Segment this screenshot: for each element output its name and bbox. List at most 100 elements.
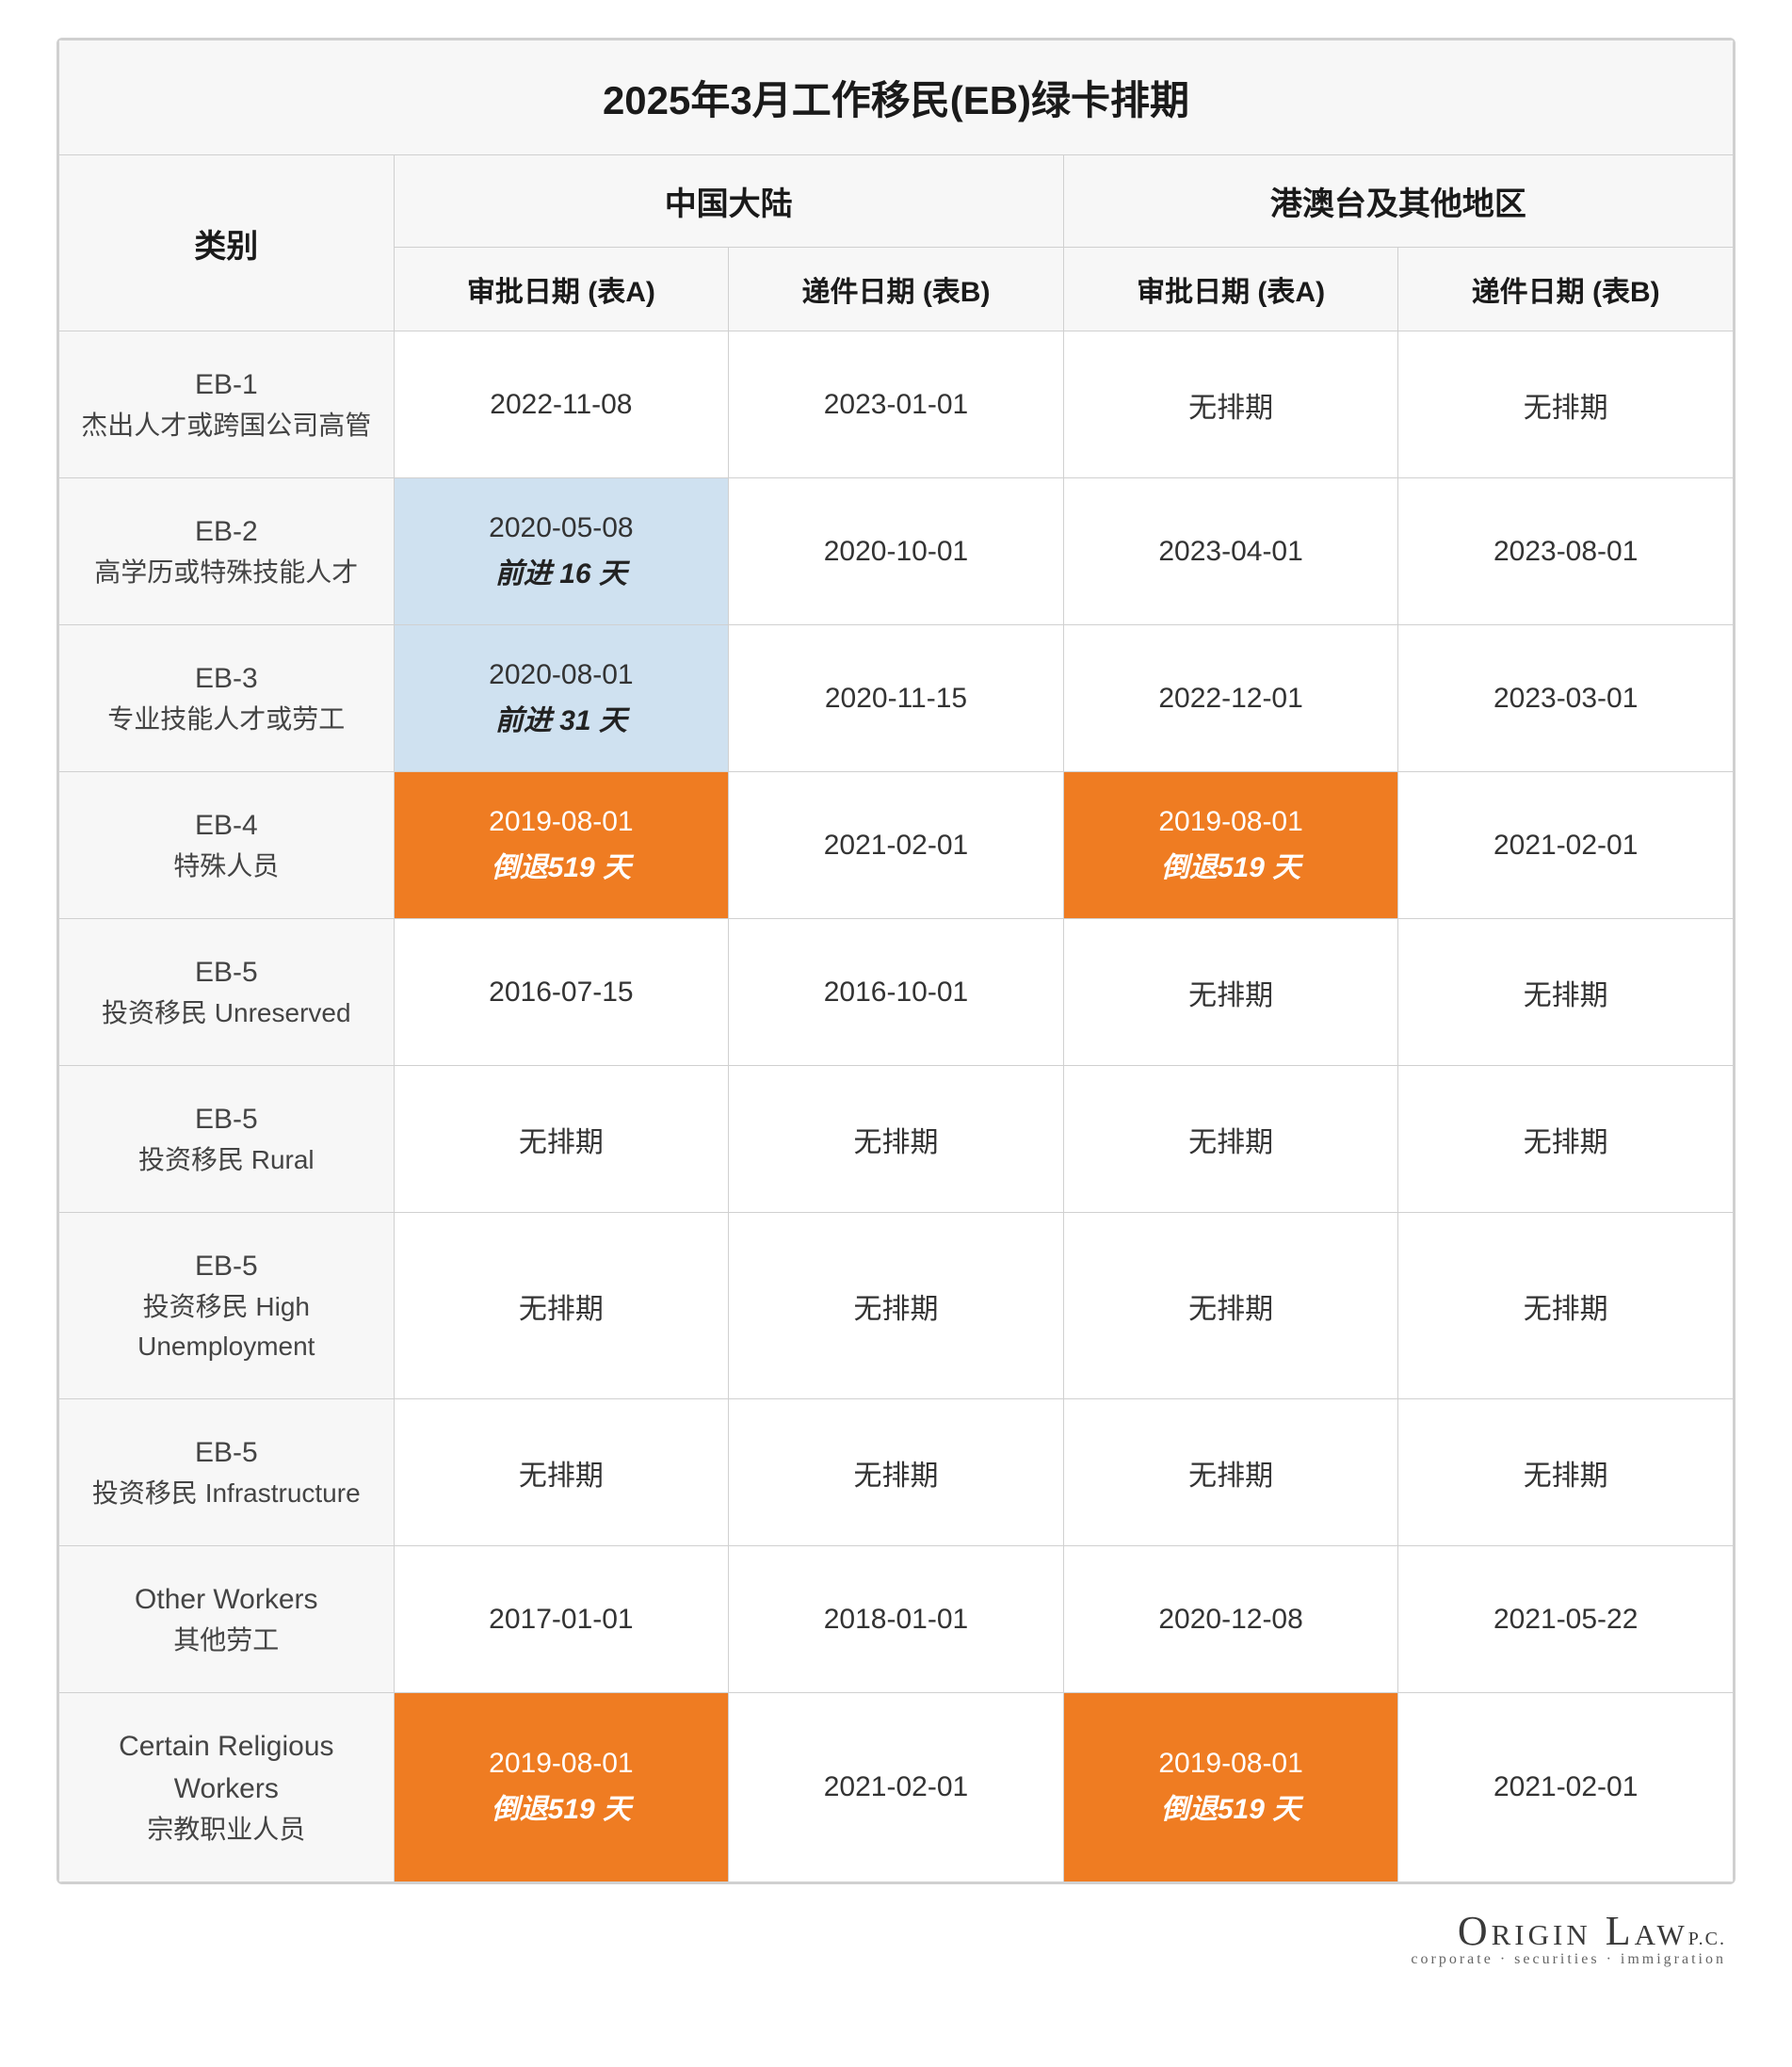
cell-date: 2018-01-01: [738, 1604, 1054, 1636]
data-cell-ot-a: 2023-04-01: [1063, 478, 1398, 625]
cell-date: 2016-10-01: [738, 977, 1054, 1009]
cell-date: 2022-12-01: [1074, 683, 1389, 715]
category-code: EB-5: [69, 1098, 384, 1140]
cell-date: 2021-02-01: [1408, 830, 1723, 862]
data-cell-ot-a: 无排期: [1063, 331, 1398, 478]
data-cell-ot-a: 2019-08-01 倒退519 天: [1063, 772, 1398, 919]
cell-delta: 倒退519 天: [404, 1785, 719, 1827]
data-cell-ot-b: 2023-08-01: [1398, 478, 1734, 625]
data-cell-cn-a: 无排期: [394, 1399, 729, 1546]
data-cell-ot-a: 无排期: [1063, 919, 1398, 1066]
data-cell-cn-a: 2022-11-08: [394, 331, 729, 478]
data-cell-cn-a: 2017-01-01: [394, 1546, 729, 1693]
cell-delta: 倒退519 天: [1074, 844, 1389, 885]
table-row: EB-5投资移民 Unreserved2016-07-152016-10-01无…: [59, 919, 1734, 1066]
cell-date: 无排期: [1408, 384, 1723, 426]
cell-date: 无排期: [1074, 1452, 1389, 1494]
cell-delta: 前进 16 天: [404, 550, 719, 591]
cell-date: 2021-02-01: [1408, 1771, 1723, 1803]
data-cell-cn-a: 无排期: [394, 1213, 729, 1399]
data-cell-cn-b: 2020-11-15: [729, 625, 1064, 772]
category-code: EB-3: [69, 657, 384, 700]
data-cell-ot-b: 无排期: [1398, 1399, 1734, 1546]
category-cell: EB-1杰出人才或跨国公司高管: [59, 331, 395, 478]
cell-date: 无排期: [404, 1285, 719, 1327]
cell-date: 2019-08-01: [1074, 806, 1389, 838]
col-header-region-cn: 中国大陆: [394, 155, 1063, 248]
cell-date: 2019-08-01: [404, 806, 719, 838]
category-desc: 投资移民 Infrastructure: [69, 1474, 384, 1513]
col-header-cn-table-b: 递件日期 (表B): [729, 248, 1064, 331]
cell-date: 2020-12-08: [1074, 1604, 1389, 1636]
category-cell: Certain Religious Workers宗教职业人员: [59, 1693, 395, 1882]
cell-date: 无排期: [1408, 1119, 1723, 1160]
cell-date: 2019-08-01: [1074, 1748, 1389, 1780]
data-cell-ot-a: 2020-12-08: [1063, 1546, 1398, 1693]
data-cell-cn-b: 2023-01-01: [729, 331, 1064, 478]
data-cell-ot-b: 2021-02-01: [1398, 772, 1734, 919]
category-cell: EB-4特殊人员: [59, 772, 395, 919]
table-row: EB-4特殊人员2019-08-01倒退519 天2021-02-012019-…: [59, 772, 1734, 919]
cell-date: 无排期: [1408, 972, 1723, 1013]
cell-date: 无排期: [1408, 1285, 1723, 1327]
cell-date: 2020-10-01: [738, 536, 1054, 568]
cell-date: 2023-01-01: [738, 389, 1054, 421]
cell-delta: 倒退519 天: [1074, 1785, 1389, 1827]
category-cell: EB-5投资移民 High Unemployment: [59, 1213, 395, 1399]
cell-delta: 倒退519 天: [404, 844, 719, 885]
table-row: EB-3专业技能人才或劳工2020-08-01前进 31 天 2020-11-15…: [59, 625, 1734, 772]
category-cell: EB-5投资移民 Rural: [59, 1066, 395, 1213]
cell-date: 无排期: [738, 1285, 1054, 1327]
category-cell: EB-5投资移民 Unreserved: [59, 919, 395, 1066]
col-header-cn-table-a: 审批日期 (表A): [394, 248, 729, 331]
data-cell-ot-b: 2023-03-01: [1398, 625, 1734, 772]
data-cell-cn-b: 2018-01-01: [729, 1546, 1064, 1693]
category-code: EB-4: [69, 804, 384, 847]
data-cell-cn-b: 无排期: [729, 1213, 1064, 1399]
table-row: Other Workers其他劳工 2017-01-01 2018-01-01 202…: [59, 1546, 1734, 1693]
category-cell: EB-2高学历或特殊技能人才: [59, 478, 395, 625]
category-desc: 高学历或特殊技能人才: [69, 553, 384, 592]
data-cell-cn-b: 2021-02-01: [729, 772, 1064, 919]
data-cell-ot-a: 无排期: [1063, 1399, 1398, 1546]
col-header-region-other: 港澳台及其他地区: [1063, 155, 1733, 248]
cell-date: 2023-03-01: [1408, 683, 1723, 715]
cell-date: 2020-11-15: [738, 683, 1054, 715]
cell-date: 无排期: [1408, 1452, 1723, 1494]
cell-date: 无排期: [1074, 1285, 1389, 1327]
category-desc: 投资移民 High Unemployment: [69, 1287, 384, 1366]
cell-delta: 前进 31 天: [404, 697, 719, 738]
category-cell: Other Workers其他劳工: [59, 1546, 395, 1693]
category-desc: 其他劳工: [69, 1621, 384, 1660]
data-cell-ot-a: 2022-12-01: [1063, 625, 1398, 772]
table-row: EB-5投资移民 Rural无排期无排期无排期无排期: [59, 1066, 1734, 1213]
footer-logo: Origin LawP.C. corporate · securities · …: [57, 1884, 1735, 1968]
data-cell-cn-b: 2016-10-01: [729, 919, 1064, 1066]
cell-date: 2019-08-01: [404, 1748, 719, 1780]
data-cell-ot-b: 2021-02-01: [1398, 1693, 1734, 1882]
cell-date: 2017-01-01: [404, 1604, 719, 1636]
cell-date: 无排期: [1074, 1119, 1389, 1160]
data-cell-cn-a: 2019-08-01 倒退519 天: [394, 772, 729, 919]
cell-date: 无排期: [738, 1119, 1054, 1160]
data-cell-ot-b: 2021-05-22: [1398, 1546, 1734, 1693]
table-title: 2025年3月工作移民(EB)绿卡排期: [59, 40, 1734, 155]
logo-main-text: Origin Law: [1458, 1908, 1688, 1954]
category-code: EB-2: [69, 510, 384, 553]
cell-date: 2023-08-01: [1408, 536, 1723, 568]
data-cell-ot-b: 无排期: [1398, 1213, 1734, 1399]
col-header-other-table-b: 递件日期 (表B): [1398, 248, 1734, 331]
data-cell-cn-b: 无排期: [729, 1399, 1064, 1546]
category-cell: EB-3专业技能人才或劳工: [59, 625, 395, 772]
table-row: EB-5投资移民 Infrastructure无排期无排期无排期无排期: [59, 1399, 1734, 1546]
table-row: EB-2高学历或特殊技能人才2020-05-08前进 16 天2020-10-0…: [59, 478, 1734, 625]
category-code: Other Workers: [69, 1578, 384, 1621]
data-cell-cn-a: 2020-08-01前进 31 天: [394, 625, 729, 772]
data-cell-ot-a: 无排期: [1063, 1066, 1398, 1213]
cell-date: 无排期: [738, 1452, 1054, 1494]
data-cell-ot-a: 2019-08-01 倒退519 天: [1063, 1693, 1398, 1882]
category-desc: 特殊人员: [69, 847, 384, 886]
table-row: EB-5投资移民 High Unemployment无排期无排期无排期无排期: [59, 1213, 1734, 1399]
logo-sub-text: corporate · securities · immigration: [57, 1951, 1726, 1968]
cell-date: 2021-05-22: [1408, 1604, 1723, 1636]
